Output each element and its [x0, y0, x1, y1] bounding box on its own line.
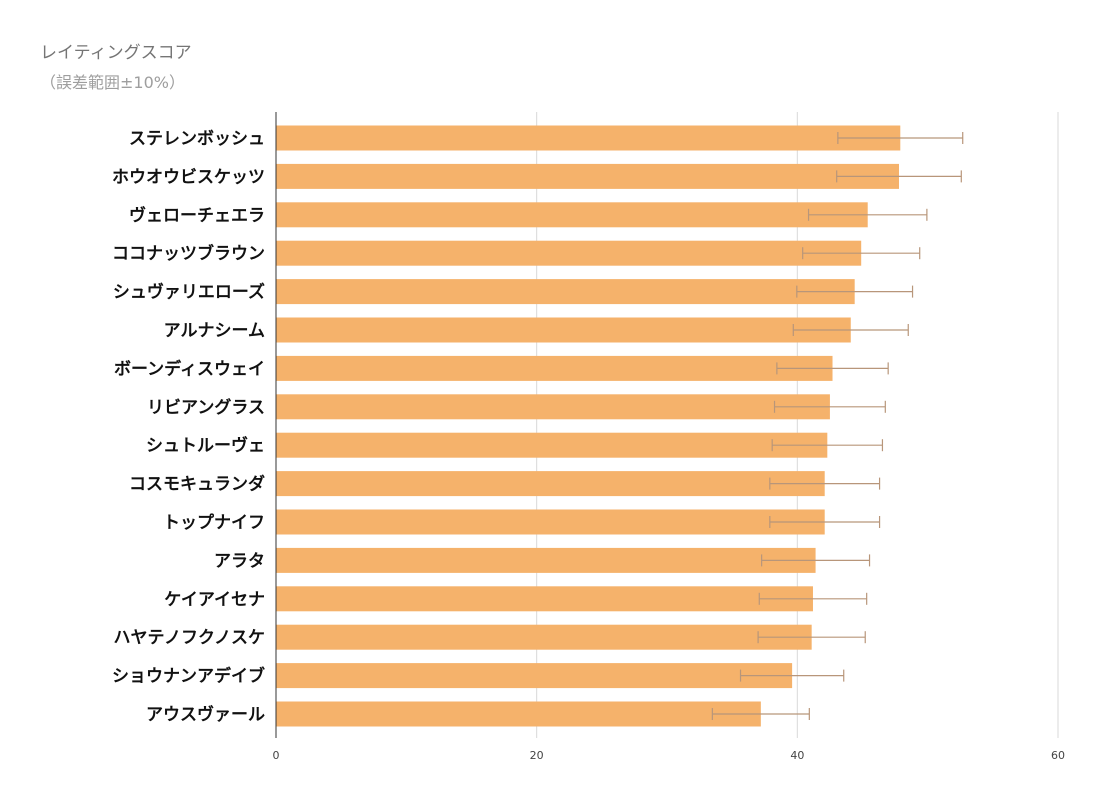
bar — [276, 394, 830, 420]
bar — [276, 586, 813, 612]
category-label: ショウナンアデイブ — [112, 666, 265, 687]
bar — [276, 701, 761, 727]
category-label: リビアングラス — [147, 397, 265, 418]
bar — [276, 279, 855, 305]
x-tick-label: 0 — [273, 749, 280, 762]
category-label: アルナシーム — [164, 321, 265, 341]
x-tick-label: 20 — [530, 749, 544, 762]
bar — [276, 471, 825, 497]
bar — [276, 317, 851, 343]
bar — [276, 125, 901, 151]
bar — [276, 355, 833, 381]
bar — [276, 547, 816, 573]
category-label: シュトルーヴェ — [146, 435, 265, 456]
category-label: ボーンディスウェイ — [114, 358, 265, 379]
category-label: ケイアイセナ — [164, 590, 265, 610]
bar — [276, 202, 868, 228]
bar — [276, 240, 862, 266]
category-label: ココナッツブラウン — [112, 243, 265, 264]
category-label: アウスヴァール — [146, 704, 265, 725]
bar — [276, 509, 825, 535]
category-label: トップナイフ — [163, 512, 265, 533]
category-label: ホウオウビスケッツ — [112, 167, 265, 187]
bar — [276, 432, 828, 458]
category-label: ハヤテノフクノスケ — [114, 628, 265, 648]
category-label: コスモキュランダ — [129, 474, 265, 495]
category-label: アラタ — [214, 551, 265, 571]
chart-title: レイティングスコア — [40, 43, 192, 63]
bar — [276, 663, 793, 689]
category-label: シュヴァリエローズ — [113, 282, 265, 303]
category-label: ステレンボッシュ — [129, 129, 265, 149]
bar — [276, 163, 899, 189]
category-label: ヴェローチェエラ — [129, 205, 265, 226]
chart-subtitle: （誤差範囲±10%） — [40, 73, 185, 92]
x-tick-label: 60 — [1051, 749, 1065, 762]
bar — [276, 624, 812, 650]
x-tick-label: 40 — [790, 749, 804, 762]
